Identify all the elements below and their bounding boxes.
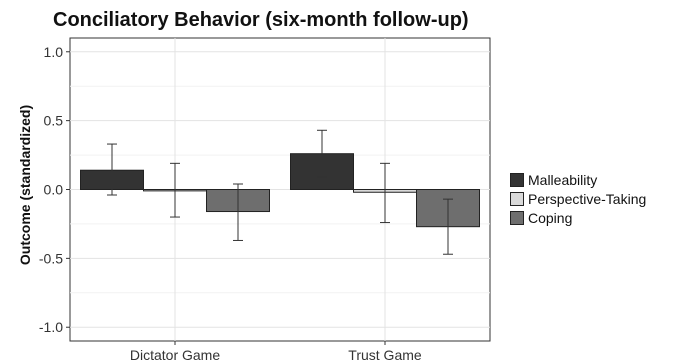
chart-title: Conciliatory Behavior (six-month follow-… — [53, 9, 469, 31]
legend-swatch-perspective-taking — [510, 191, 524, 206]
y-tick-label: -0.5 — [39, 250, 63, 266]
y-axis-ticks: -1.0 -0.5 0.0 0.5 1.0 — [39, 44, 70, 335]
y-tick-label: 0.0 — [44, 182, 64, 198]
error-bars — [107, 129, 453, 255]
x-tick-label: Dictator Game — [130, 347, 220, 362]
legend-item-malleability: Malleability — [510, 170, 646, 189]
x-axis-ticks: Dictator Game Trust Game — [130, 341, 422, 362]
legend-label-perspective-taking: Perspective-Taking — [528, 190, 647, 207]
legend-label-malleability: Malleability — [528, 171, 598, 188]
legend-item-perspective-taking: Perspective-Taking — [510, 189, 646, 208]
y-tick-label: -1.0 — [39, 319, 63, 335]
legend-item-coping: Coping — [510, 208, 646, 227]
legend-label-coping: Coping — [528, 209, 573, 226]
y-tick-label: 0.5 — [44, 113, 64, 129]
legend-swatch-coping — [510, 210, 524, 225]
y-tick-label: 1.0 — [44, 44, 64, 60]
legend: Malleability Perspective-Taking Coping — [510, 170, 646, 227]
y-axis-label: Outcome (standardized) — [17, 104, 33, 266]
x-tick-label: Trust Game — [348, 347, 422, 362]
legend-swatch-malleability — [510, 172, 524, 187]
